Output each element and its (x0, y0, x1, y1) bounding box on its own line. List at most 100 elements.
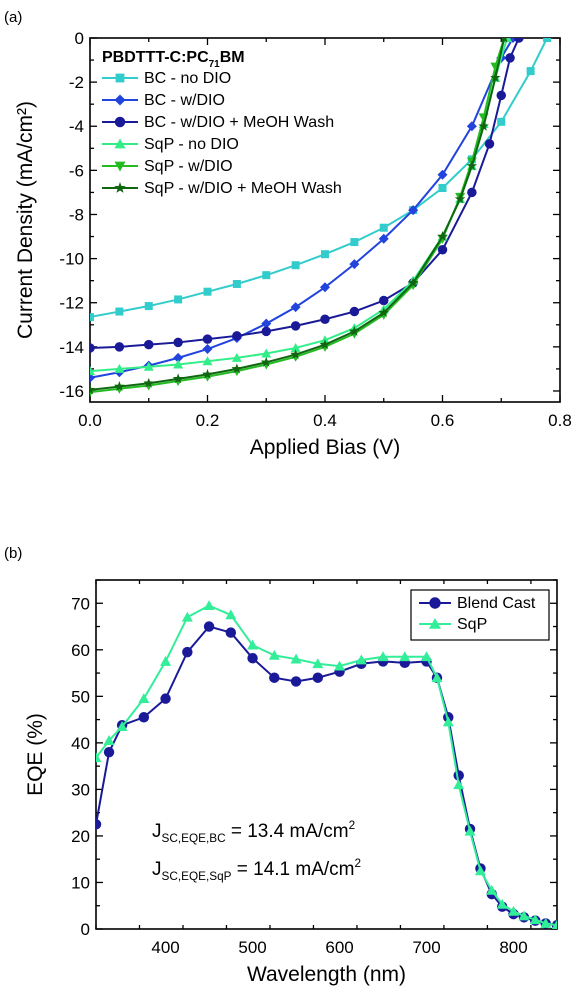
x-tick-label: 600 (325, 938, 353, 957)
data-point (438, 184, 447, 193)
y-tick-label: 10 (71, 873, 90, 892)
data-point (408, 281, 419, 291)
data-point (173, 359, 184, 369)
data-point (115, 307, 124, 316)
y-tick-label: -10 (59, 250, 84, 269)
data-point (261, 348, 272, 358)
data-point (103, 746, 115, 758)
y-tick-label: 0 (81, 920, 90, 939)
data-point (114, 342, 125, 352)
data-point (514, 38, 524, 43)
data-point (474, 865, 486, 876)
data-point (143, 361, 154, 371)
data-point (290, 302, 301, 313)
series-line (90, 38, 514, 379)
y-tick-label: 40 (71, 734, 90, 753)
data-point (202, 344, 213, 355)
series-line (90, 38, 506, 391)
data-point (160, 655, 172, 666)
data-point (408, 205, 419, 216)
data-point (478, 120, 489, 131)
data-point (290, 349, 301, 360)
panel-a-label: (a) (4, 9, 22, 26)
data-point (261, 318, 272, 329)
data-point (321, 250, 329, 259)
legend-swatch-marker (429, 618, 441, 629)
data-point (247, 652, 258, 664)
data-point (379, 295, 389, 306)
data-point (431, 672, 443, 683)
y-tick-label: 20 (71, 827, 90, 846)
data-point (290, 321, 301, 331)
data-point (421, 651, 433, 662)
y-tick-label: 0 (75, 29, 84, 48)
data-point (349, 259, 360, 270)
data-point (378, 233, 389, 244)
x-tick-label: 800 (499, 938, 527, 957)
legend-swatch-marker (114, 161, 126, 172)
data-point (464, 825, 476, 836)
data-point (319, 339, 331, 350)
x-tick-label: 0.8 (548, 411, 572, 430)
y-tick-label: 50 (71, 687, 90, 706)
x-tick-label: 500 (238, 938, 266, 957)
data-point (442, 716, 454, 727)
x-tick-label: 700 (412, 938, 440, 957)
data-point (378, 307, 389, 318)
data-point (486, 884, 498, 895)
series-bc-w-dio-meoh-wash (90, 38, 524, 353)
data-point (505, 53, 515, 63)
legend-entry: SqP - w/DIO + MeOH Wash (144, 180, 342, 197)
plot-area (90, 38, 552, 398)
legend-swatch-marker (114, 181, 126, 193)
y-tick-label: -4 (69, 117, 84, 136)
data-point (203, 621, 215, 632)
data-point (526, 67, 535, 76)
x-axis-title: Wavelength (nm) (247, 963, 406, 986)
plot-area (96, 600, 557, 929)
data-point (202, 334, 213, 344)
data-point (182, 646, 193, 658)
legend-title: PBDTTT-C:PC71BM (102, 49, 245, 70)
data-point (114, 363, 125, 373)
data-point (543, 38, 552, 42)
data-point (96, 752, 102, 763)
x-tick-label: 0.0 (78, 411, 102, 430)
data-point (497, 117, 506, 126)
data-point (90, 343, 95, 353)
data-point (334, 660, 346, 671)
legend-swatch-marker (429, 597, 441, 609)
data-point (268, 649, 280, 660)
y-tick-label: 30 (71, 780, 90, 799)
data-point (269, 672, 280, 683)
data-point (437, 234, 448, 244)
legend-swatch-marker (114, 138, 126, 149)
data-point (540, 917, 552, 928)
x-tick-label: 0.2 (196, 411, 220, 430)
x-tick-label: 0.6 (431, 411, 455, 430)
legend-entry: BC - w/DIO (144, 92, 225, 109)
data-point (225, 627, 237, 638)
data-point (529, 914, 541, 925)
data-point (437, 169, 448, 180)
data-point (291, 261, 300, 270)
data-point (202, 368, 213, 379)
x-axis-title: Applied Bias (V) (250, 436, 401, 459)
legend-swatch-marker (114, 116, 126, 128)
data-point (138, 712, 150, 723)
data-point (231, 352, 242, 362)
data-point (232, 279, 241, 288)
data-point (116, 721, 128, 731)
data-point (349, 325, 360, 336)
data-point (312, 672, 324, 683)
data-point (261, 326, 271, 337)
series-sqp-w-dio-meoh-wash (90, 38, 508, 395)
data-point (202, 356, 213, 366)
data-point (407, 277, 419, 288)
data-point (96, 819, 102, 830)
data-point (144, 302, 153, 311)
data-point (379, 223, 388, 232)
legend-entry: Blend Cast (457, 595, 536, 612)
data-point (114, 381, 125, 392)
